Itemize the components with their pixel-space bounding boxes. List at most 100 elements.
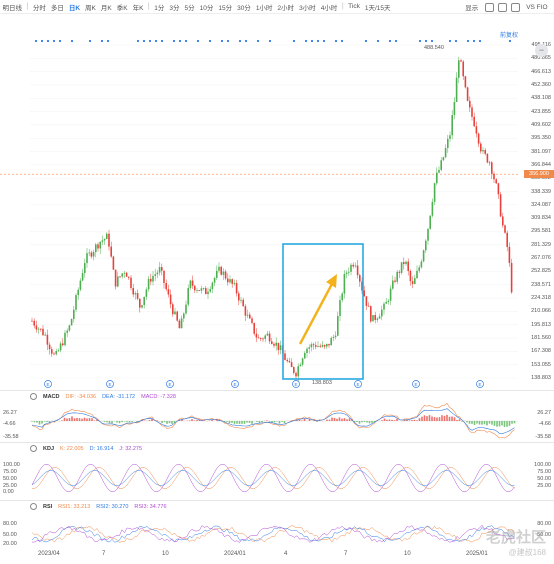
macd-bar bbox=[331, 417, 333, 421]
macd-bar bbox=[426, 416, 428, 421]
event-dot bbox=[196, 39, 200, 43]
kdj-tick: 0.00 bbox=[3, 489, 14, 495]
macd-bar bbox=[41, 421, 43, 424]
period-tab[interactable]: 周K bbox=[85, 4, 96, 12]
period-tab[interactable]: Tick bbox=[348, 3, 360, 10]
compare-icon[interactable] bbox=[484, 2, 494, 12]
zoom-out-icon[interactable]: − bbox=[535, 44, 548, 57]
kdj-tick: 100.00 bbox=[534, 462, 551, 468]
period-tab[interactable]: 15分 bbox=[218, 4, 233, 12]
period-tab[interactable]: 日K bbox=[68, 4, 81, 12]
macd-bar bbox=[371, 421, 373, 423]
candle-body bbox=[398, 271, 401, 273]
period-tab[interactable]: 30分 bbox=[237, 4, 251, 12]
candle-body bbox=[31, 320, 33, 322]
candle-body bbox=[205, 288, 207, 295]
period-tab[interactable]: 2小时 bbox=[277, 4, 295, 12]
candle-body bbox=[345, 272, 348, 274]
period-tab[interactable]: 1分 bbox=[154, 4, 165, 12]
watermark-sub: @建叔168 bbox=[508, 548, 546, 557]
candle-body bbox=[136, 293, 139, 299]
candle-body bbox=[299, 364, 302, 367]
macd-bar bbox=[368, 421, 371, 424]
candle-body bbox=[112, 256, 115, 270]
macd-bar bbox=[361, 421, 363, 423]
settings-icon[interactable] bbox=[30, 393, 37, 400]
macd-bar bbox=[76, 417, 78, 421]
price-tick: 324.087 bbox=[531, 201, 551, 208]
candle-body bbox=[180, 318, 183, 329]
rsi-svg bbox=[31, 524, 515, 543]
candle-body bbox=[187, 288, 189, 305]
rsi-1: RSI1: 33.213 bbox=[58, 503, 91, 510]
event-dot bbox=[334, 39, 338, 43]
toolbar-divider: | bbox=[26, 3, 29, 10]
macd-bar bbox=[466, 421, 468, 423]
period-tab[interactable]: 季K bbox=[116, 4, 128, 12]
event-dot bbox=[418, 39, 422, 43]
macd-name[interactable]: MACD bbox=[43, 393, 60, 400]
candle-body bbox=[440, 160, 442, 170]
period-tab[interactable]: 5分 bbox=[184, 4, 195, 12]
camera-icon[interactable] bbox=[497, 2, 507, 12]
kdj-pane[interactable]: KDJ K: 22.005 D: 16.914 J: 32.275 100.00… bbox=[0, 442, 554, 495]
price-tick: 138.803 bbox=[531, 375, 551, 381]
kdj-tick: 100.00 bbox=[3, 462, 20, 468]
candle-body bbox=[381, 309, 383, 317]
period-tab[interactable]: 3分 bbox=[169, 4, 180, 12]
candle-body bbox=[359, 275, 361, 282]
macd-bar bbox=[93, 420, 96, 421]
earnings-marker-label: E bbox=[108, 382, 111, 387]
ticker-label[interactable]: VS FIO bbox=[526, 3, 548, 11]
macd-bar bbox=[181, 419, 183, 421]
period-tab[interactable]: 月K bbox=[100, 4, 112, 12]
macd-pane[interactable]: MACD DIF: -34.036 DEA: -31.172 MACD: -7.… bbox=[0, 390, 554, 442]
candle-body bbox=[451, 115, 453, 136]
rsi-pane[interactable]: RSI RSI1: 33.213 RSI2: 30.270 RSI3: 34.7… bbox=[0, 500, 554, 548]
period-tab[interactable]: 4小时 bbox=[320, 4, 338, 12]
candle-body bbox=[348, 271, 350, 273]
macd-bar bbox=[483, 421, 486, 425]
macd-bar bbox=[358, 421, 361, 424]
period-tab[interactable]: 10分 bbox=[199, 4, 214, 12]
kdj-name[interactable]: KDJ bbox=[43, 445, 55, 452]
candle-body bbox=[356, 265, 359, 276]
date-tick: 2023/04 bbox=[38, 551, 60, 557]
price-tick: 338.339 bbox=[531, 188, 551, 195]
candle-body bbox=[253, 322, 255, 334]
period-tab[interactable]: 多日 bbox=[50, 4, 64, 12]
adjust-tag[interactable]: 前复权 bbox=[499, 33, 518, 39]
macd-bar bbox=[468, 421, 471, 424]
candle-body bbox=[143, 296, 145, 306]
macd-bar bbox=[171, 421, 173, 424]
candle-body bbox=[218, 266, 220, 271]
price-tick: 267.076 bbox=[531, 255, 551, 262]
macd-tick: -4.66 bbox=[3, 421, 16, 427]
candle-body bbox=[251, 318, 253, 323]
period-tab[interactable]: 1小时 bbox=[255, 4, 273, 12]
macd-bar bbox=[298, 419, 301, 421]
candle-body bbox=[154, 274, 156, 276]
settings-icon[interactable] bbox=[30, 445, 37, 452]
price-tick: 252.825 bbox=[531, 268, 551, 275]
period-tab[interactable]: 1天/15天 bbox=[364, 4, 391, 12]
candle-body bbox=[73, 309, 75, 319]
candle-body bbox=[387, 300, 390, 302]
candle-body bbox=[240, 299, 242, 301]
period-tab[interactable]: 年K bbox=[132, 4, 144, 12]
period-tab[interactable]: 3小时 bbox=[299, 4, 316, 12]
period-tab[interactable]: 明日线 bbox=[2, 4, 23, 12]
settings-icon[interactable] bbox=[30, 503, 37, 510]
earnings-marker-icon bbox=[44, 380, 52, 388]
macd-bar bbox=[461, 421, 463, 422]
display-menu[interactable]: 显示 bbox=[465, 5, 479, 12]
settings-icon[interactable] bbox=[510, 2, 520, 12]
period-tab[interactable]: 分时 bbox=[32, 4, 46, 12]
candle-body bbox=[189, 280, 192, 289]
candle-body bbox=[81, 272, 84, 281]
macd-bar bbox=[303, 418, 306, 421]
rsi-name[interactable]: RSI bbox=[43, 503, 53, 510]
candle-body bbox=[455, 77, 458, 102]
